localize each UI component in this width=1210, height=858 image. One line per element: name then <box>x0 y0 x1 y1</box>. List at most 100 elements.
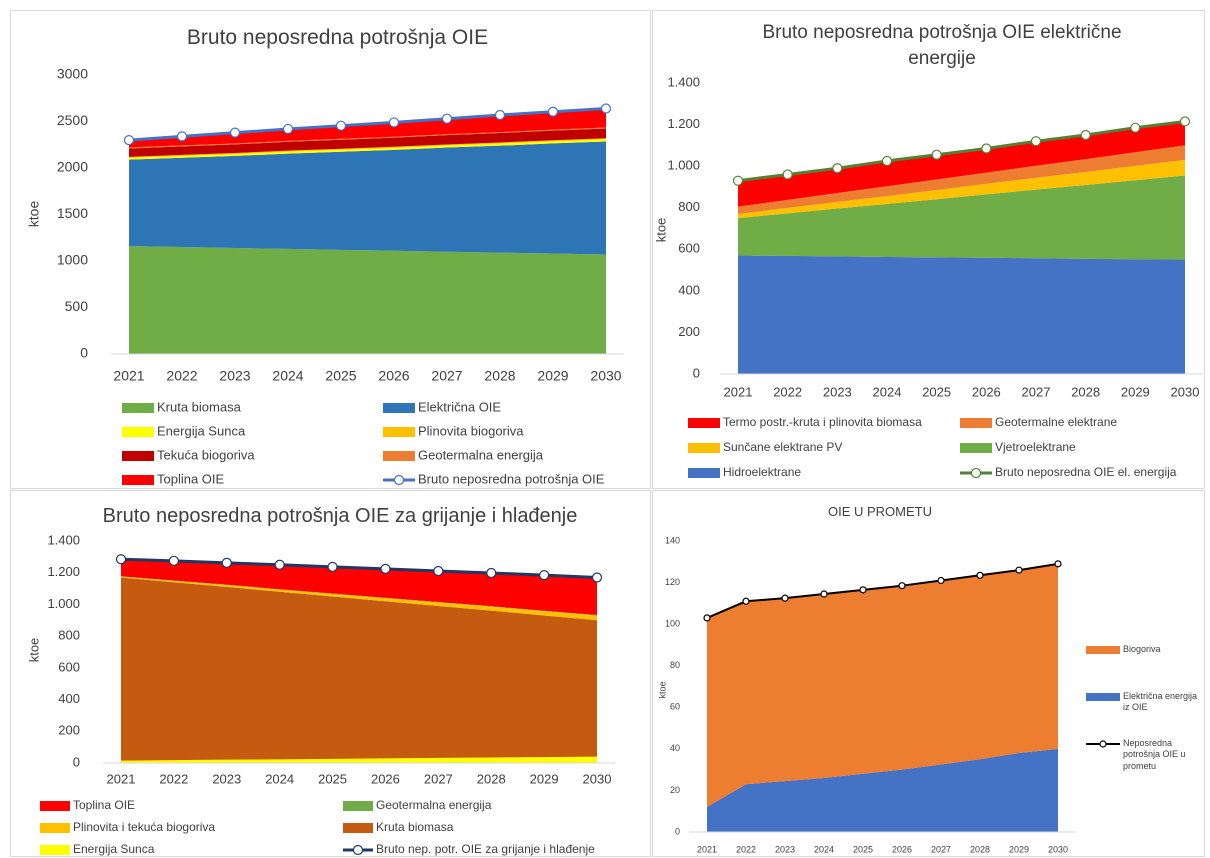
legend-swatch <box>688 443 720 453</box>
x-tick-label: 2022 <box>736 844 756 854</box>
x-tick-label: 2022 <box>166 368 197 384</box>
line-marker <box>115 554 127 565</box>
area-band <box>738 145 1185 214</box>
total-line <box>737 119 1186 183</box>
y-tick-label: 1.400 <box>667 74 700 89</box>
area-band <box>129 108 606 148</box>
x-tick-label: 2021 <box>697 844 717 854</box>
line-marker <box>547 106 559 117</box>
line-marker <box>433 565 444 577</box>
line-marker <box>898 582 906 590</box>
y-tick-label: 1500 <box>57 205 88 221</box>
y-tick-label: 3000 <box>57 66 88 82</box>
x-tick-label: 2026 <box>972 384 1001 399</box>
chart-title: Bruto neposredna potrošnja OIE <box>186 26 489 49</box>
legend-label: Sunčane elektrane PV <box>723 440 842 454</box>
legend-label: Hidroelektrane <box>723 465 801 479</box>
x-tick-label: 2021 <box>724 384 753 399</box>
legend-label: Geotermalna energija <box>418 447 544 462</box>
x-tick-label: 2030 <box>583 771 612 786</box>
y-tick-label: 200 <box>58 723 80 738</box>
x-tick-label: 2030 <box>590 368 621 384</box>
area-band <box>129 139 606 160</box>
line-marker <box>123 135 135 146</box>
y-tick-label: 80 <box>670 660 680 670</box>
line-marker <box>1030 136 1042 147</box>
y-tick-label: 1.400 <box>47 532 80 547</box>
legend-label: Geotermalne elektrane <box>995 415 1117 429</box>
line-marker <box>703 614 711 622</box>
legend-label: Tekuća biogoriva <box>157 447 255 462</box>
line-marker <box>221 557 232 568</box>
legend-label: Termo postr.-kruta i plinovita biomasa <box>723 415 922 429</box>
panel-border <box>652 10 1205 489</box>
line-marker <box>937 576 945 585</box>
line-marker <box>335 120 347 131</box>
line-marker <box>742 597 750 605</box>
x-tick-label: 2028 <box>970 844 990 854</box>
x-tick-label: 2021 <box>107 771 136 786</box>
y-tick-label: 1.000 <box>667 158 700 173</box>
y-tick-label: 40 <box>670 743 680 753</box>
legend-label: Vjetroelektrane <box>995 440 1076 454</box>
legend-swatch <box>122 475 154 485</box>
area-band <box>121 577 597 761</box>
x-tick-label: 2030 <box>1171 384 1200 399</box>
legend-label: Geotermalna energija <box>376 798 492 812</box>
legend-label: Toplina OIE <box>157 471 225 486</box>
x-tick-label: 2022 <box>159 771 188 786</box>
area-band <box>738 175 1185 260</box>
y-tick-label: 140 <box>665 535 680 545</box>
legend-swatch <box>960 418 992 428</box>
legend-swatch <box>960 443 992 453</box>
legend-swatch <box>688 418 720 428</box>
x-tick-label: 2026 <box>371 771 400 786</box>
x-tick-label: 2026 <box>378 368 409 384</box>
y-axis-label: ktoe <box>26 638 41 663</box>
line-marker <box>981 143 992 154</box>
area-band <box>121 756 597 763</box>
chart-title-box: Bruto neposredna potrošnja OIE <box>186 26 489 49</box>
legend-label: Bruto nep. potr. OIE za grijanje i hlađe… <box>376 842 595 856</box>
x-tick-label: 2027 <box>431 368 462 384</box>
x-tick-label: 2026 <box>892 844 912 854</box>
line-marker <box>539 569 550 581</box>
y-axis-label: ktoe <box>26 201 42 228</box>
area-band <box>738 255 1185 374</box>
line-marker <box>859 586 867 594</box>
line-marker <box>168 555 179 566</box>
y-tick-label: 0 <box>693 365 700 380</box>
chart-title: Bruto neposredna potrošnja OIE električn… <box>762 22 1122 69</box>
area-band <box>129 127 606 149</box>
y-tick-label: 100 <box>665 619 680 629</box>
line-marker <box>820 590 828 598</box>
x-tick-label: 2025 <box>325 368 356 384</box>
y-tick-label: 0 <box>80 345 88 361</box>
total-line <box>706 562 1059 619</box>
line-marker <box>388 117 400 128</box>
line-marker <box>1054 560 1062 568</box>
chart-title-box: Bruto neposredna potrošnja OIE za grijan… <box>103 505 578 527</box>
x-tick-label: 2030 <box>1048 844 1068 854</box>
line-marker <box>327 561 338 572</box>
panel-border <box>652 490 1205 857</box>
y-tick-label: 0 <box>73 754 80 769</box>
y-tick-label: 1000 <box>57 252 88 268</box>
area-band <box>129 141 606 255</box>
legend-swatch <box>688 468 720 478</box>
legend-swatch <box>40 845 70 855</box>
x-tick-label: 2023 <box>219 368 250 384</box>
legend-label-box: Biogoriva <box>1123 644 1161 654</box>
legend-swatch <box>1086 646 1120 654</box>
legend-label: Bruto neposredna potrošnja OIE <box>418 471 605 486</box>
legend-swatch <box>343 823 373 833</box>
y-tick-label: 1.200 <box>667 116 700 131</box>
y-tick-label: 120 <box>665 577 680 587</box>
line-marker <box>274 559 285 570</box>
line-marker <box>781 594 789 602</box>
panel-border <box>10 490 651 857</box>
line-marker <box>1130 122 1141 133</box>
chart-title-box: OIE U PROMETU <box>828 504 932 519</box>
